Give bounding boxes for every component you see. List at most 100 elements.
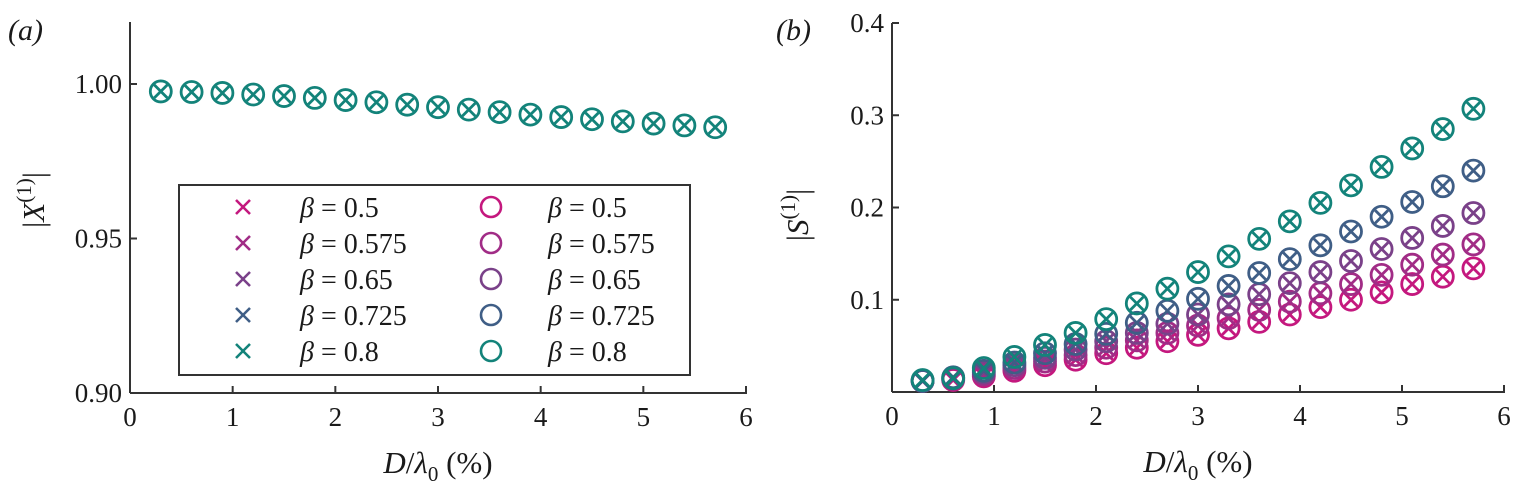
data-point [580, 107, 604, 132]
data-point [1369, 262, 1394, 287]
data-point [1430, 242, 1455, 267]
x-tick-label: 4 [534, 402, 548, 432]
data-point [1186, 302, 1210, 327]
y-tick-label: 0.4 [850, 8, 884, 38]
legend-entry: β = 0.65 [479, 265, 641, 296]
x-tick-label: 5 [1395, 401, 1409, 431]
x-tick-label: 2 [1089, 401, 1103, 431]
data-point [1461, 201, 1486, 225]
data-point [1216, 274, 1241, 298]
data-point [1186, 286, 1210, 311]
data-point [1277, 209, 1302, 234]
panel-label: (b) [776, 14, 811, 47]
legend-entry: β = 0.575 [479, 229, 655, 260]
data-point [1247, 226, 1272, 251]
data-point [1124, 291, 1149, 316]
data-point [1339, 219, 1363, 244]
legend-label: β = 0.575 [547, 229, 655, 260]
circle-marker-icon [479, 267, 503, 291]
data-point [549, 105, 574, 129]
data-point [1369, 237, 1394, 261]
data-point [1430, 117, 1455, 141]
data-point [1308, 260, 1333, 284]
data-point [1002, 345, 1027, 369]
data-point [1277, 247, 1302, 272]
x-tick-label: 1 [987, 401, 1001, 431]
data-point [518, 102, 543, 127]
data-point [1430, 264, 1455, 289]
data-point [1400, 272, 1425, 296]
legend-entry: β = 0.725 [235, 301, 407, 332]
data-point [1033, 333, 1057, 357]
data-point [1247, 261, 1272, 285]
data-point [179, 80, 204, 104]
legend-label: β = 0.8 [547, 337, 627, 368]
data-point [241, 82, 266, 107]
data-point [1369, 155, 1394, 179]
circle-marker-icon [479, 303, 503, 327]
legend-label: β = 0.8 [299, 337, 379, 368]
series-0.725 [910, 158, 1486, 393]
data-point [1400, 226, 1425, 250]
x-tick-label: 4 [1293, 401, 1307, 431]
legend-label: β = 0.575 [299, 229, 407, 260]
x-axis-label: D/λ0 (%) [382, 445, 492, 486]
legend-entry: β = 0.8 [235, 337, 379, 368]
legend-label: β = 0.725 [299, 301, 407, 332]
x-tick-label: 3 [1191, 401, 1205, 431]
data-point [1339, 173, 1363, 198]
data-point [1277, 271, 1302, 296]
series-0.8 [910, 96, 1486, 392]
y-tick-label: 1.00 [75, 69, 122, 99]
panel-b: 0 1 2 3 4 5 6 0.1 0.2 0.3 0.4 D/λ0 (%) |S(1)| (b) [776, 8, 1511, 485]
data-point [333, 88, 358, 112]
y-tick-label: 0.90 [75, 378, 122, 408]
legend-label: β = 0.725 [547, 301, 655, 332]
y-tick-label: 0.95 [75, 224, 122, 254]
data-point [148, 79, 173, 104]
x-tick-label: 0 [123, 402, 137, 432]
panel-label: (a) [8, 14, 43, 47]
data-point [1277, 289, 1302, 314]
data-point [1216, 292, 1241, 317]
data-point [395, 92, 420, 117]
data-point [1308, 190, 1333, 215]
data-point [1369, 204, 1394, 229]
y-tick-label: 0.2 [850, 193, 884, 223]
x-tick-label: 6 [1497, 401, 1511, 431]
legend-entry: β = 0.5 [235, 193, 379, 224]
circle-marker-icon [479, 231, 503, 255]
data-point [672, 113, 697, 138]
legend-entry: β = 0.5 [479, 193, 627, 224]
legend-label: β = 0.65 [299, 265, 393, 296]
y-tick-label: 0.1 [850, 285, 884, 315]
x-axis-label: D/λ0 (%) [1142, 444, 1252, 485]
data-point [272, 84, 296, 108]
data-point [1216, 244, 1241, 269]
data-point [456, 97, 481, 122]
data-point [1186, 260, 1210, 284]
legend-label: β = 0.5 [299, 193, 379, 224]
data-point [910, 368, 935, 392]
data-point [1247, 309, 1272, 334]
data-point [941, 366, 966, 391]
data-point [703, 115, 728, 140]
legend-entry: β = 0.65 [235, 265, 393, 296]
x-tick-label: 3 [431, 402, 445, 432]
data-point [487, 100, 512, 125]
x-tick-label: 0 [885, 401, 899, 431]
x-tick-label: 2 [329, 402, 343, 432]
data-point [1124, 310, 1149, 335]
data-point [1063, 321, 1088, 345]
data-point [1155, 298, 1180, 323]
data-point [1339, 249, 1363, 273]
data-point [364, 90, 389, 115]
data-point [1461, 232, 1486, 257]
legend-label: β = 0.65 [547, 265, 641, 296]
legend-entry: β = 0.8 [479, 337, 627, 368]
x-tick-label: 5 [637, 402, 651, 432]
legend-entry: β = 0.725 [479, 301, 655, 332]
y-axis-label: |X(1)| [12, 172, 51, 228]
data-point [1461, 158, 1486, 183]
